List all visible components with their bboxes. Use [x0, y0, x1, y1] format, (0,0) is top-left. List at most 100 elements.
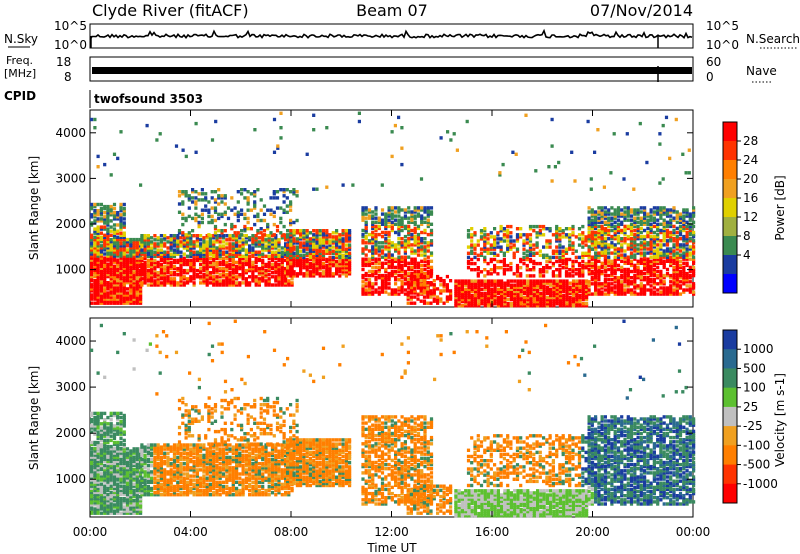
- data-cell: [522, 304, 527, 308]
- data-cell: [539, 299, 543, 304]
- data-cell: [240, 192, 244, 196]
- data-cell: [282, 210, 286, 214]
- data-cell: [122, 281, 126, 285]
- data-cell: [422, 281, 427, 285]
- data-cell: [633, 220, 637, 224]
- data-cell: [99, 268, 103, 273]
- data-cell: [688, 218, 692, 222]
- data-cell: [338, 247, 342, 251]
- data-cell: [555, 291, 559, 296]
- data-cell: [692, 259, 696, 263]
- data-cell: [603, 230, 607, 235]
- data-cell: [652, 273, 656, 278]
- data-cell: [603, 284, 607, 288]
- data-cell: [610, 265, 614, 270]
- data-cell: [225, 242, 229, 246]
- data-cell: [90, 465, 94, 470]
- data-cell: [235, 240, 239, 244]
- data-cell: [129, 266, 133, 270]
- data-cell: [93, 202, 97, 207]
- data-cell: [331, 241, 335, 245]
- data-cell: [672, 261, 676, 265]
- data-cell: [532, 261, 536, 266]
- data-cell: [685, 271, 689, 276]
- data-cell: [519, 285, 523, 289]
- data-cell: [633, 265, 637, 270]
- data-cell: [528, 243, 533, 247]
- data-cell: [652, 245, 656, 249]
- data-cell: [109, 283, 113, 287]
- data-cell: [454, 279, 458, 283]
- data-cell: [103, 162, 107, 167]
- data-cell: [662, 239, 666, 243]
- data-cell: [649, 259, 653, 263]
- data-cell: [678, 280, 683, 284]
- data-cell: [289, 243, 293, 247]
- data-cell: [594, 247, 598, 251]
- data-cell: [528, 233, 533, 237]
- data-cell: [90, 264, 94, 268]
- data-cell: [374, 212, 378, 216]
- data-cell: [620, 220, 624, 224]
- data-cell: [169, 240, 173, 244]
- data-cell: [230, 227, 234, 231]
- data-cell: [483, 295, 487, 300]
- data-cell: [119, 248, 123, 252]
- data-cell: [416, 224, 421, 229]
- data-cell: [122, 242, 126, 246]
- data-cell: [422, 279, 427, 283]
- data-cell: [93, 283, 97, 287]
- data-cell: [238, 266, 242, 271]
- data-cell: [384, 212, 388, 216]
- data-cell: [594, 210, 598, 214]
- data-cell: [238, 234, 242, 238]
- data-cell: [371, 265, 375, 270]
- data-cell: [387, 247, 391, 251]
- data-cell: [106, 295, 110, 299]
- data-cell: [678, 249, 683, 253]
- data-cell: [665, 251, 670, 255]
- data-cell: [367, 239, 372, 243]
- data-cell: [112, 301, 117, 305]
- data-cell: [669, 261, 673, 265]
- data-cell: [103, 219, 107, 223]
- data-cell: [251, 242, 255, 246]
- data-cell: [153, 246, 157, 250]
- data-cell: [221, 268, 226, 273]
- data-cell: [384, 278, 388, 282]
- data-cell: [122, 221, 126, 225]
- data-cell: [159, 248, 163, 252]
- data-cell: [409, 289, 413, 293]
- data-cell: [93, 270, 97, 275]
- data-cell: [542, 268, 546, 272]
- data-cell: [122, 297, 126, 301]
- data-cell: [223, 222, 227, 227]
- data-cell: [289, 266, 293, 270]
- data-cell: [315, 270, 319, 274]
- data-cell: [662, 224, 666, 229]
- data-cell: [678, 232, 683, 237]
- data-cell: [649, 239, 653, 243]
- data-cell: [519, 293, 523, 298]
- data-cell: [243, 229, 247, 233]
- data-cell: [194, 218, 198, 223]
- data-cell: [116, 246, 120, 250]
- data-cell: [367, 286, 372, 290]
- data-cell: [367, 290, 372, 294]
- data-cell: [613, 280, 617, 284]
- data-cell: [688, 284, 692, 288]
- data-cell: [90, 252, 94, 256]
- data-cell: [662, 218, 666, 222]
- data-cell: [312, 268, 316, 272]
- data-cell: [344, 253, 348, 257]
- data-cell: [558, 268, 562, 272]
- data-cell: [280, 262, 284, 267]
- data-cell: [594, 259, 598, 263]
- data-cell: [361, 257, 365, 261]
- data-cell: [150, 281, 154, 285]
- data-cell: [429, 239, 434, 243]
- data-cell: [132, 281, 136, 285]
- data-cell: [626, 284, 630, 288]
- data-cell: [279, 111, 283, 115]
- data-cell: [613, 210, 617, 214]
